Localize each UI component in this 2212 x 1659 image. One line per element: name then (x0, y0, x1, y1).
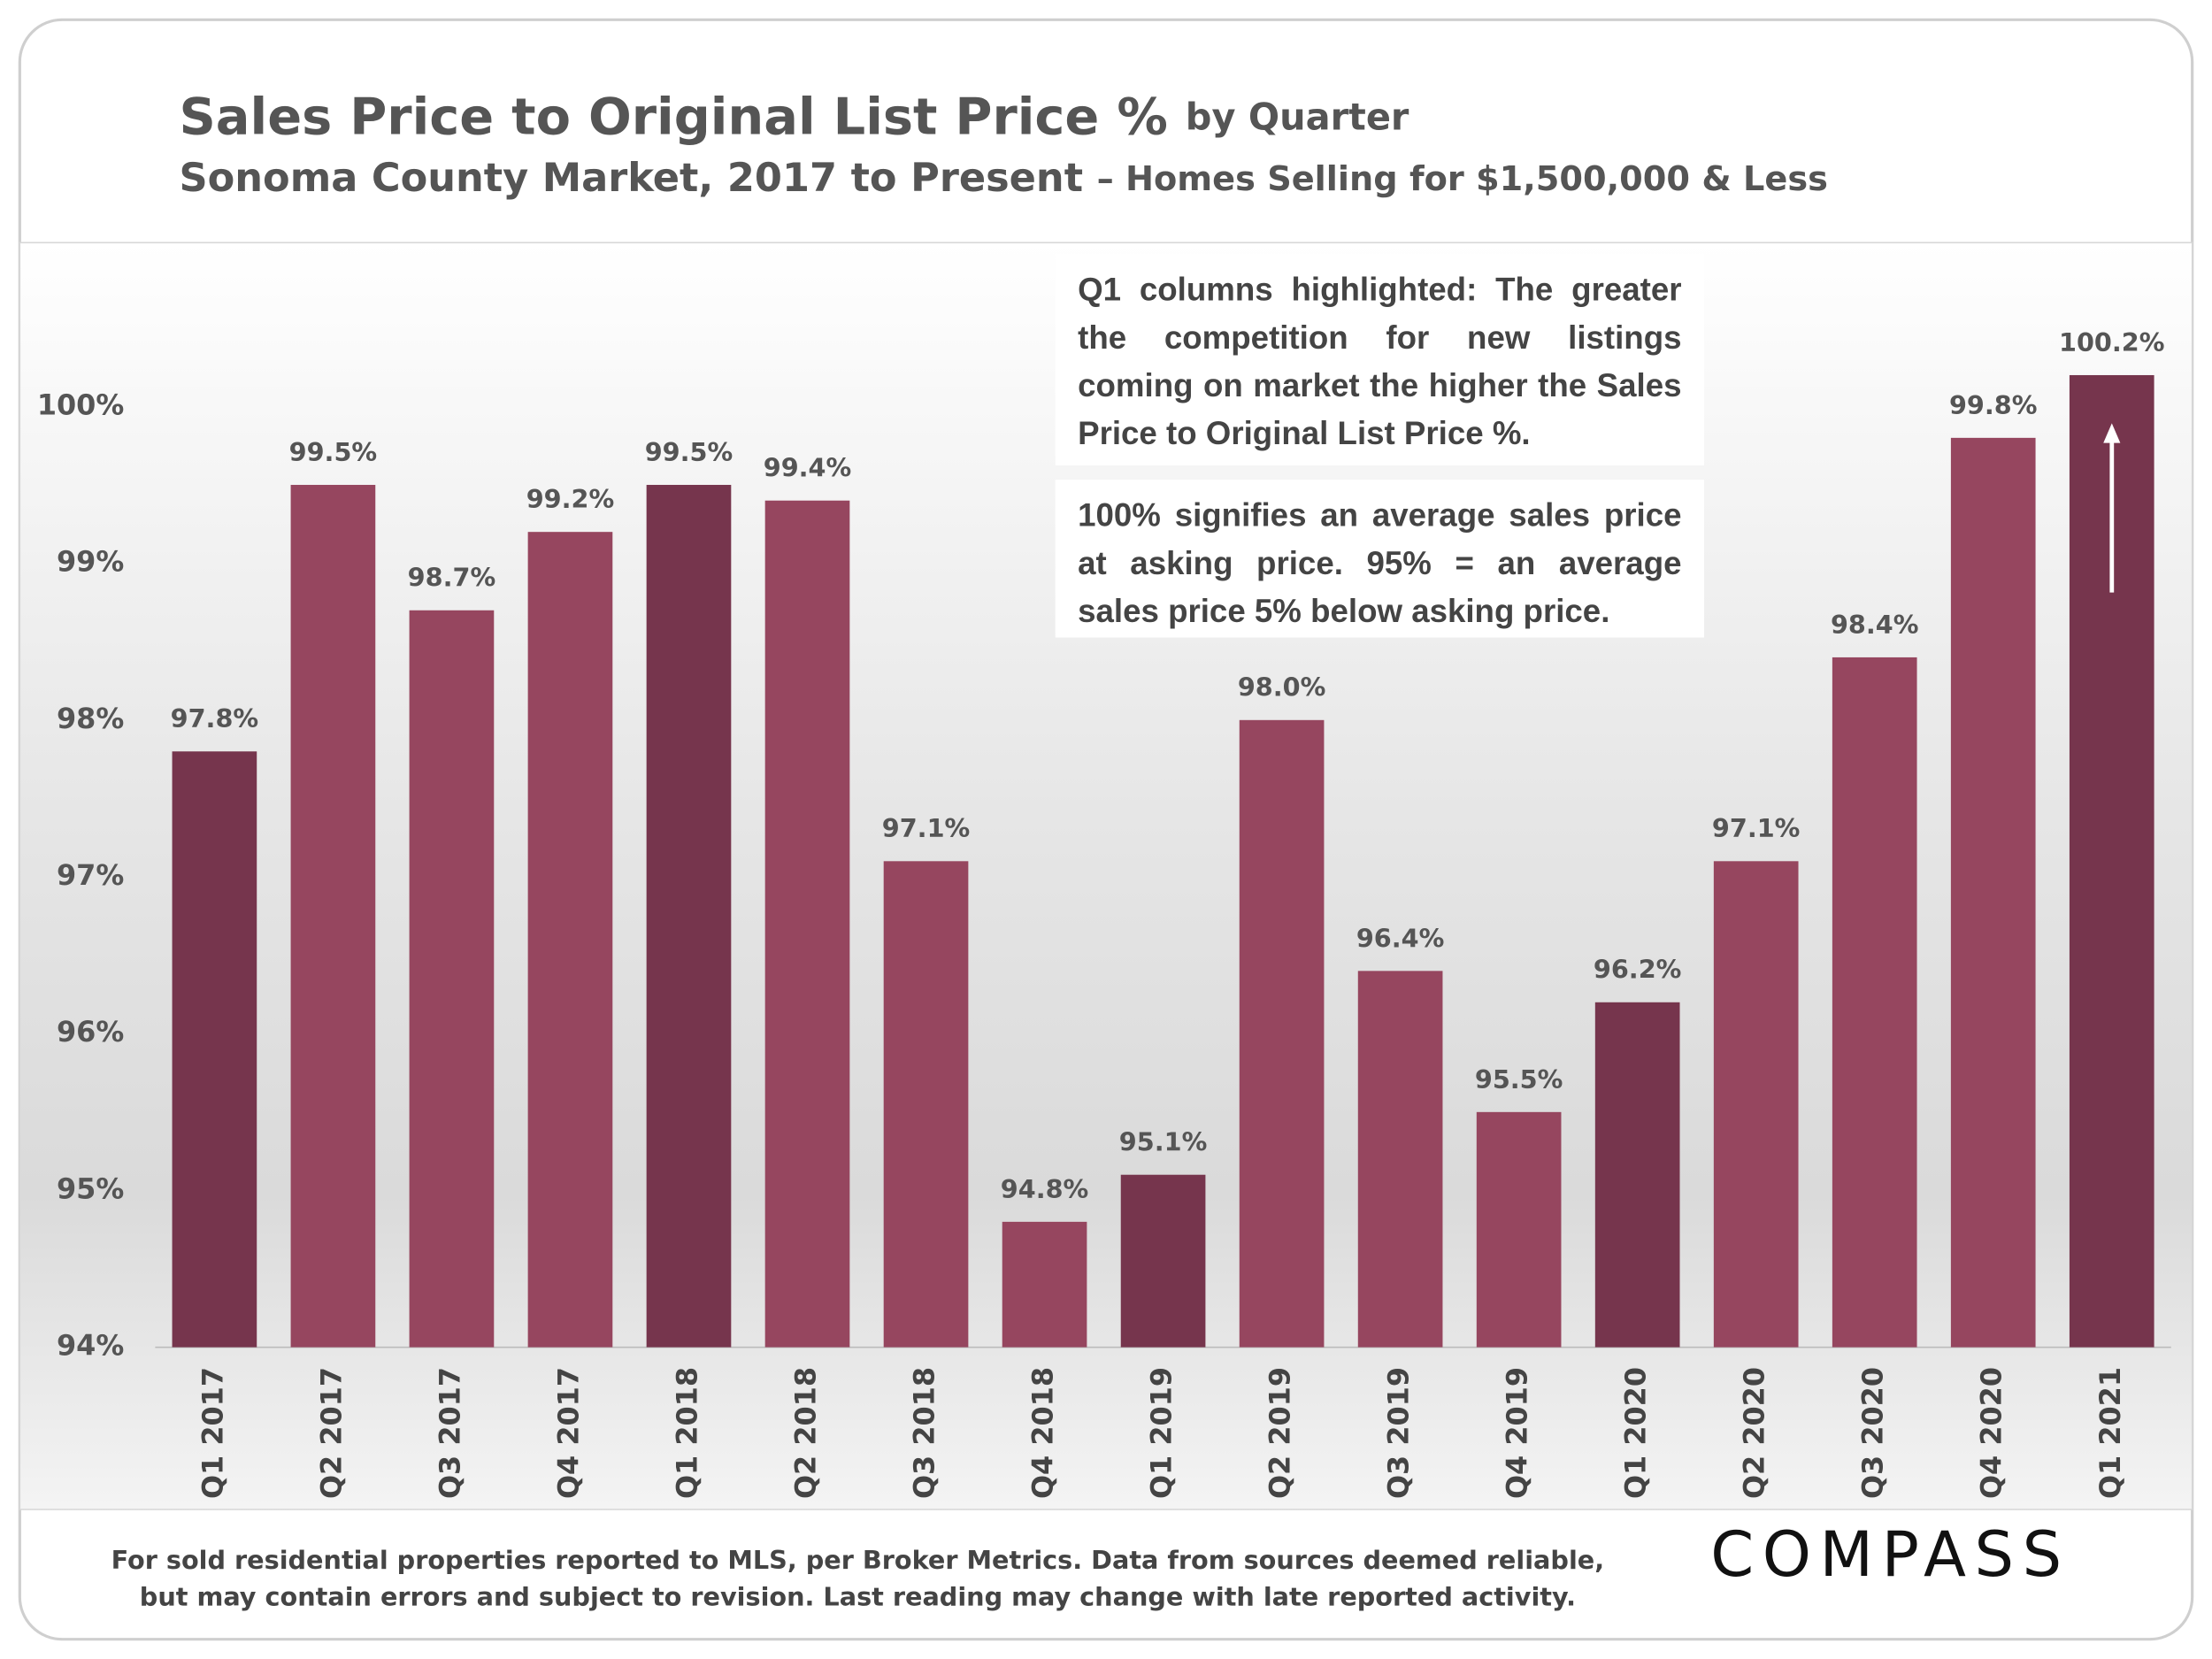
bar (172, 751, 257, 1348)
annotation: 100% signifies an average sales price at… (1055, 480, 1705, 638)
bar (290, 485, 376, 1348)
x-tick-label: Q4 2017 (551, 1367, 585, 1499)
bar (409, 610, 495, 1348)
y-tick-label: 97% (57, 858, 124, 892)
bar (1120, 1174, 1206, 1348)
title-suffix: by Quarter (1186, 96, 1409, 139)
x-tick-label: Q2 2020 (1738, 1367, 1771, 1499)
annotation-box: Q1 columns highlighted: The greater the … (1055, 253, 1705, 466)
value-label: 99.4% (764, 453, 852, 483)
annotation: Q1 columns highlighted: The greater the … (1055, 253, 1705, 466)
x-tick-label: Q1 2020 (1619, 1367, 1653, 1499)
bar (646, 485, 732, 1348)
bar (1239, 719, 1325, 1348)
y-tick-label: 99% (57, 545, 124, 579)
x-tick-label: Q3 2017 (433, 1367, 466, 1499)
y-tick-label: 98% (57, 702, 124, 735)
value-label: 99.2% (526, 484, 615, 514)
x-tick-label: Q2 2017 (314, 1367, 348, 1499)
bar (1002, 1221, 1087, 1348)
y-tick-label: 100% (37, 388, 124, 421)
value-label: 99.5% (645, 437, 733, 467)
x-tick-label: Q2 2019 (1263, 1367, 1297, 1499)
x-tick-label: Q1 2018 (670, 1367, 703, 1499)
x-tick-label: Q3 2018 (908, 1367, 941, 1499)
chart-subtitle: Sonoma County Market, 2017 to Present – … (179, 155, 1827, 201)
y-tick-label: 95% (57, 1171, 124, 1205)
value-label: 100.2% (2059, 327, 2165, 357)
value-label: 99.8% (1949, 390, 2038, 420)
value-label: 95.5% (1475, 1064, 1563, 1094)
value-label: 97.1% (1712, 813, 1801, 843)
y-tick-label: 94% (57, 1329, 124, 1363)
bar (1832, 657, 1917, 1348)
bar (1594, 1002, 1680, 1348)
bar (883, 861, 969, 1348)
annotation-box: 100% signifies an average sales price at… (1055, 480, 1705, 638)
value-label: 94.8% (1001, 1174, 1089, 1204)
bar (1357, 971, 1443, 1348)
title-main: Sales Price to Original List Price % (179, 87, 1167, 146)
x-tick-label: Q3 2020 (1856, 1367, 1890, 1499)
y-tick-label: 96% (57, 1015, 124, 1048)
bar (527, 532, 613, 1348)
value-label: 97.1% (882, 813, 971, 843)
subtitle-suffix: – Homes Selling for $1,500,000 & Less (1097, 159, 1828, 199)
value-label: 95.1% (1119, 1127, 1208, 1157)
x-tick-label: Q3 2019 (1382, 1367, 1416, 1499)
value-label: 96.2% (1594, 955, 1682, 985)
subtitle-main: Sonoma County Market, 2017 to Present (179, 155, 1083, 201)
bar (764, 500, 850, 1348)
x-tick-label: Q4 2018 (1026, 1367, 1060, 1499)
value-label: 98.4% (1831, 610, 1919, 640)
bar (1476, 1111, 1562, 1348)
arrow-head (2103, 423, 2121, 443)
x-tick-label: Q1 2019 (1145, 1367, 1179, 1499)
bar (1713, 861, 1799, 1348)
value-label: 99.5% (289, 437, 378, 467)
x-tick-label: Q1 2017 (196, 1367, 229, 1499)
bar (1950, 437, 2036, 1348)
footnote: For sold residential properties reported… (111, 1545, 1605, 1575)
x-tick-label: Q2 2018 (789, 1367, 823, 1499)
logo: COMPASS (1710, 1518, 2070, 1591)
x-tick-label: Q4 2020 (1975, 1367, 2008, 1499)
footnote: but may contain errors and subject to re… (140, 1581, 1576, 1611)
value-label: 98.0% (1238, 672, 1326, 703)
value-label: 97.8% (171, 703, 259, 733)
value-label: 98.7% (408, 563, 496, 593)
x-tick-label: Q1 2021 (2093, 1367, 2127, 1499)
value-label: 96.4% (1356, 923, 1445, 953)
x-tick-label: Q4 2019 (1501, 1367, 1534, 1499)
chart-title: Sales Price to Original List Price % by … (179, 87, 1409, 146)
